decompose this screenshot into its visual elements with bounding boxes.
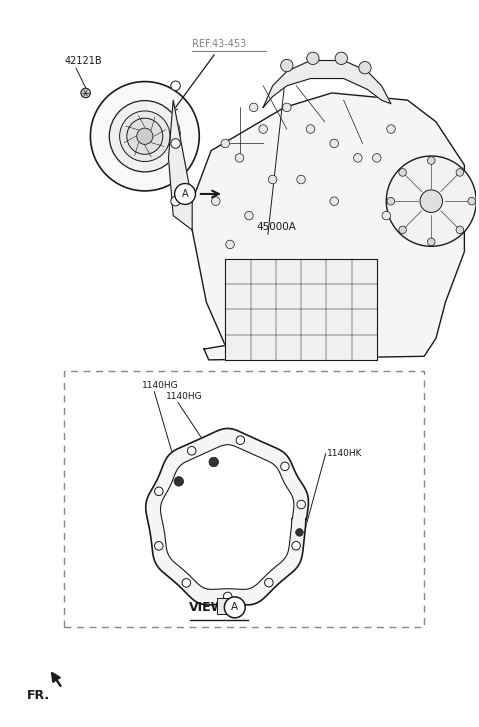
Text: VIEW: VIEW [189, 601, 225, 614]
Text: 45000A: 45000A [256, 222, 296, 232]
Ellipse shape [330, 139, 339, 148]
Ellipse shape [221, 139, 229, 148]
Ellipse shape [268, 175, 277, 184]
Ellipse shape [281, 60, 293, 72]
Ellipse shape [171, 139, 180, 148]
Ellipse shape [182, 579, 191, 587]
Ellipse shape [307, 52, 319, 65]
Text: 1140HK: 1140HK [327, 449, 363, 458]
Ellipse shape [259, 125, 267, 133]
Polygon shape [225, 259, 377, 360]
Ellipse shape [399, 226, 406, 233]
Text: 1140HG: 1140HG [142, 381, 179, 390]
Polygon shape [263, 60, 391, 108]
Ellipse shape [468, 197, 476, 205]
Ellipse shape [109, 100, 180, 172]
Text: 1140HG: 1140HG [166, 392, 203, 401]
Ellipse shape [127, 119, 163, 154]
Ellipse shape [373, 153, 381, 162]
Ellipse shape [212, 197, 220, 206]
Ellipse shape [387, 125, 395, 133]
Ellipse shape [235, 153, 244, 162]
Ellipse shape [399, 169, 406, 176]
Ellipse shape [81, 88, 91, 97]
Ellipse shape [335, 52, 347, 65]
Ellipse shape [137, 128, 153, 145]
Ellipse shape [175, 183, 195, 204]
Ellipse shape [297, 500, 306, 509]
Polygon shape [169, 100, 192, 230]
Text: A: A [182, 189, 188, 199]
Ellipse shape [359, 62, 371, 74]
Ellipse shape [226, 240, 234, 249]
Ellipse shape [283, 103, 291, 112]
Text: FR.: FR. [26, 689, 49, 702]
Polygon shape [160, 445, 294, 590]
Ellipse shape [387, 197, 395, 205]
Ellipse shape [250, 103, 258, 112]
Ellipse shape [292, 542, 300, 550]
Bar [217, 598, 239, 614]
Ellipse shape [281, 462, 289, 470]
Ellipse shape [456, 226, 464, 233]
Ellipse shape [297, 175, 305, 184]
Text: A: A [231, 603, 239, 612]
Ellipse shape [382, 212, 390, 220]
Ellipse shape [187, 446, 196, 455]
Ellipse shape [420, 190, 443, 212]
Ellipse shape [306, 125, 315, 133]
Ellipse shape [120, 111, 170, 161]
Polygon shape [192, 93, 464, 360]
Ellipse shape [264, 579, 273, 587]
Ellipse shape [427, 238, 435, 246]
Ellipse shape [427, 157, 435, 164]
Ellipse shape [171, 81, 180, 90]
Ellipse shape [155, 487, 163, 496]
Text: REF.43-453: REF.43-453 [192, 39, 246, 49]
Ellipse shape [236, 436, 245, 444]
Ellipse shape [386, 156, 476, 246]
Ellipse shape [171, 196, 180, 206]
Polygon shape [146, 428, 308, 605]
Ellipse shape [155, 542, 163, 550]
Ellipse shape [456, 169, 464, 176]
Ellipse shape [223, 593, 232, 601]
Ellipse shape [354, 153, 362, 162]
Ellipse shape [174, 477, 183, 486]
Ellipse shape [245, 212, 253, 220]
Ellipse shape [91, 81, 199, 191]
Ellipse shape [296, 529, 303, 537]
Ellipse shape [224, 597, 245, 618]
Text: 42121B: 42121B [64, 56, 102, 66]
Ellipse shape [330, 197, 339, 206]
Ellipse shape [209, 457, 218, 467]
